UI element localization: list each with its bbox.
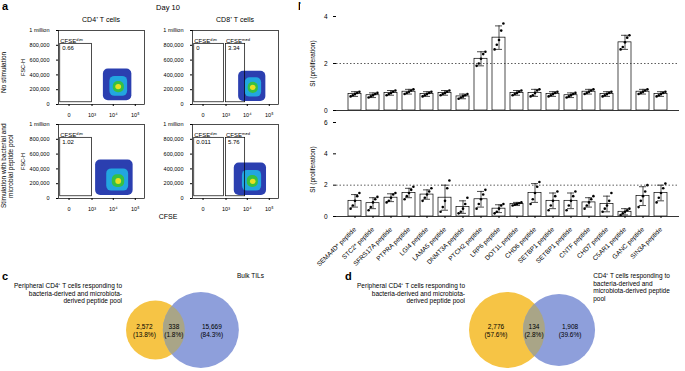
html-text:Peripheral CD4⁺ T cells respon: Peripheral CD4⁺ T cells responding to ba… <box>357 282 465 304</box>
svg-text:10⁴: 10⁴ <box>243 206 252 212</box>
svg-text:0: 0 <box>180 101 183 107</box>
svg-text:134(2.8%): 134(2.8%) <box>524 323 543 339</box>
svg-text:200,000: 200,000 <box>164 86 184 92</box>
html-text:Day 10: Day 10 <box>156 3 180 12</box>
html-text:Peripheral CD4⁺ T cells respon: Peripheral CD4⁺ T cells responding to ba… <box>14 282 122 304</box>
svg-text:0: 0 <box>46 195 49 201</box>
svg-text:10⁵: 10⁵ <box>131 206 139 212</box>
svg-text:1 million: 1 million <box>163 27 183 33</box>
svg-text:400,000: 400,000 <box>30 72 50 78</box>
svg-text:600,000: 600,000 <box>30 151 50 157</box>
svg-text:CHD7 peptide: CHD7 peptide <box>575 225 610 260</box>
svg-text:LGI4 peptide: LGI4 peptide <box>397 225 430 257</box>
svg-text:GANC peptide: GANC peptide <box>610 225 646 261</box>
svg-text:PTCH2 peptide: PTCH2 peptide <box>446 225 484 262</box>
svg-text:0: 0 <box>324 213 328 220</box>
svg-text:10⁴: 10⁴ <box>109 206 118 212</box>
svg-text:LAMA5 peptide: LAMA5 peptide <box>410 225 448 262</box>
svg-text:1,908(39.6%): 1,908(39.6%) <box>559 323 582 339</box>
svg-text:600,000: 600,000 <box>30 57 50 63</box>
svg-text:0: 0 <box>180 195 183 201</box>
svg-text:STC2* peptide: STC2* peptide <box>340 225 376 261</box>
svg-text:10³: 10³ <box>222 112 230 118</box>
svg-text:CFSEᵐᵉᵈ: CFSEᵐᵉᵈ <box>226 132 250 138</box>
svg-text:10⁵: 10⁵ <box>131 112 139 118</box>
html-text:CD4⁺ T cells: CD4⁺ T cells <box>82 16 120 23</box>
svg-text:2,572(13.8%): 2,572(13.8%) <box>133 323 156 339</box>
svg-text:800,000: 800,000 <box>164 136 184 142</box>
svg-text:3.34: 3.34 <box>228 45 240 51</box>
svg-text:0: 0 <box>68 206 71 212</box>
svg-text:338(1.8%): 338(1.8%) <box>164 323 183 339</box>
svg-text:SI (proliferation): SI (proliferation) <box>309 146 317 192</box>
html-text:Bulk TILs: Bulk TILs <box>236 272 264 279</box>
html-text:No stimulation: No stimulation <box>0 51 7 93</box>
svg-text:4: 4 <box>324 150 328 157</box>
svg-text:2: 2 <box>324 60 328 67</box>
svg-text:1 million: 1 million <box>163 121 183 127</box>
html-text:CD4⁺ T cells responding to bac: CD4⁺ T cells responding to bacteria-deri… <box>593 272 670 302</box>
svg-text:800,000: 800,000 <box>30 42 50 48</box>
svg-text:0: 0 <box>46 101 49 107</box>
svg-text:600,000: 600,000 <box>164 151 184 157</box>
svg-text:800,000: 800,000 <box>30 136 50 142</box>
html-text:a: a <box>2 0 9 12</box>
svg-text:0: 0 <box>68 112 71 118</box>
svg-text:CFSEᵈⁱᵐ: CFSEᵈⁱᵐ <box>60 38 83 44</box>
svg-text:CHD6 peptide: CHD6 peptide <box>503 225 538 260</box>
svg-text:10⁵: 10⁵ <box>265 112 273 118</box>
svg-text:LRP6 peptide: LRP6 peptide <box>468 225 502 259</box>
svg-text:10⁵: 10⁵ <box>265 206 273 212</box>
svg-text:200,000: 200,000 <box>164 180 184 186</box>
svg-text:400,000: 400,000 <box>30 166 50 172</box>
html-text:c: c <box>2 270 9 282</box>
svg-text:400,000: 400,000 <box>164 72 184 78</box>
svg-text:CNTF peptide: CNTF peptide <box>557 225 592 260</box>
svg-text:CFSEᵈⁱᵐ: CFSEᵈⁱᵐ <box>194 38 217 44</box>
html-text:CFSE: CFSE <box>158 213 178 220</box>
svg-text:800,000: 800,000 <box>164 42 184 48</box>
svg-text:400,000: 400,000 <box>164 166 184 172</box>
svg-text:200,000: 200,000 <box>30 86 50 92</box>
svg-text:0: 0 <box>202 206 205 212</box>
svg-text:10⁴: 10⁴ <box>109 112 118 118</box>
svg-text:PTPRA peptide: PTPRA peptide <box>374 225 412 262</box>
svg-text:200,000: 200,000 <box>30 180 50 186</box>
svg-text:10³: 10³ <box>222 206 230 212</box>
svg-text:CFSEᵈⁱᵐ: CFSEᵈⁱᵐ <box>60 132 83 138</box>
svg-text:C5AR1 peptide: C5AR1 peptide <box>591 225 628 262</box>
svg-text:10⁴: 10⁴ <box>243 112 252 118</box>
svg-text:SETBP1 peptide: SETBP1 peptide <box>516 225 556 265</box>
svg-text:2,776(57.6%): 2,776(57.6%) <box>485 323 508 339</box>
svg-text:0: 0 <box>202 112 205 118</box>
svg-text:5.76: 5.76 <box>228 139 240 145</box>
svg-text:1 million: 1 million <box>29 27 49 33</box>
svg-text:1.02: 1.02 <box>62 139 74 145</box>
svg-text:0: 0 <box>196 45 200 51</box>
html-text:Stimulation with bacterial and: Stimulation with bacterial and microbial… <box>0 123 14 209</box>
svg-text:10³: 10³ <box>88 112 96 118</box>
svg-text:CFSEᵐᵉᵈ: CFSEᵐᵉᵈ <box>226 38 250 44</box>
svg-text:1 million: 1 million <box>29 121 49 127</box>
svg-text:SIN3A peptide: SIN3A peptide <box>629 225 664 260</box>
html-text:d: d <box>345 270 352 282</box>
svg-text:15,669(84.3%): 15,669(84.3%) <box>200 323 223 339</box>
svg-text:10³: 10³ <box>88 206 96 212</box>
svg-text:4: 4 <box>324 13 328 20</box>
svg-text:DOT1L peptide: DOT1L peptide <box>483 225 520 262</box>
svg-text:CFSEᵈⁱᵐ: CFSEᵈⁱᵐ <box>194 132 217 138</box>
svg-text:0: 0 <box>324 107 328 114</box>
svg-text:FSC-H: FSC-H <box>20 59 26 76</box>
svg-text:600,000: 600,000 <box>164 57 184 63</box>
svg-text:2: 2 <box>324 181 328 188</box>
svg-text:FSC-H: FSC-H <box>20 153 26 170</box>
html-text:b: b <box>298 0 305 12</box>
svg-text:6: 6 <box>324 119 328 126</box>
svg-text:0.66: 0.66 <box>62 45 74 51</box>
svg-text:SI (proliferation): SI (proliferation) <box>309 40 317 86</box>
svg-text:0.011: 0.011 <box>196 139 211 145</box>
html-text:CD8⁺ T cells: CD8⁺ T cells <box>216 16 254 23</box>
